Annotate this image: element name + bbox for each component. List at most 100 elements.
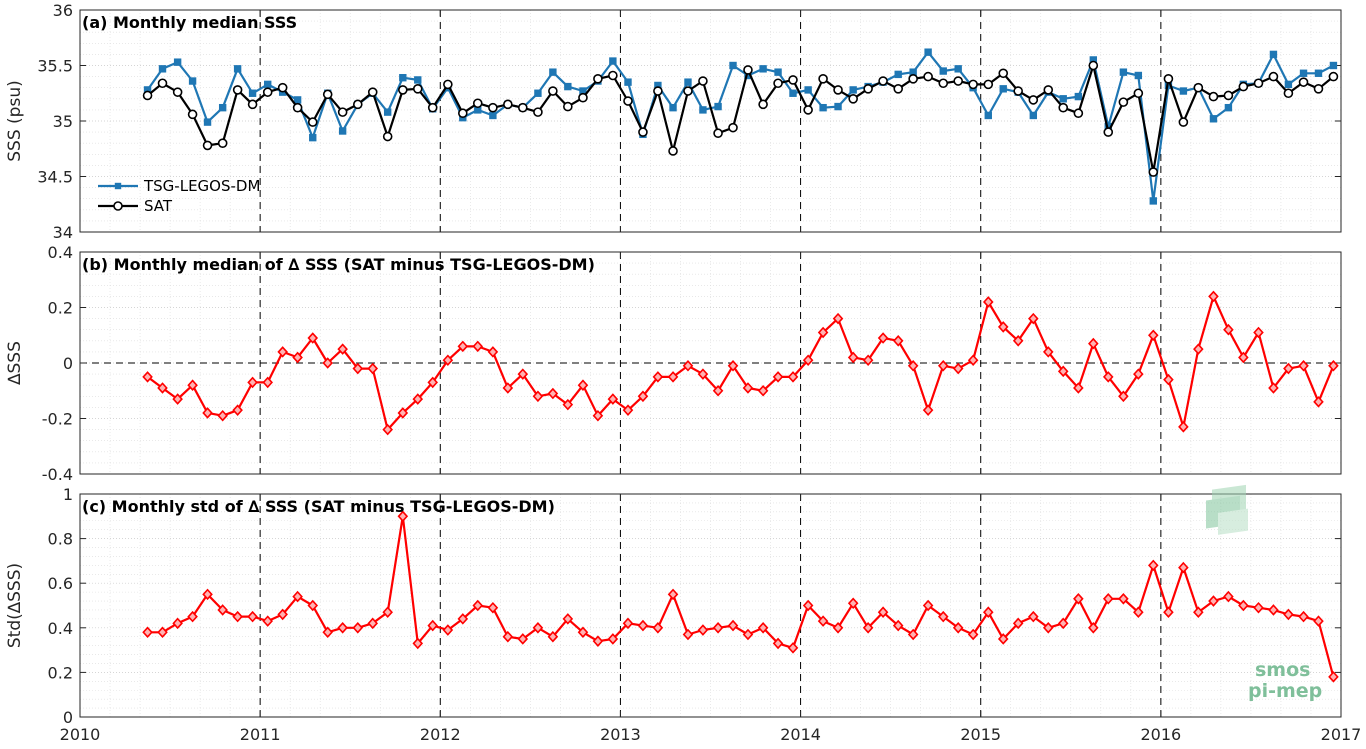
data-point bbox=[683, 86, 693, 96]
data-point bbox=[262, 615, 273, 627]
data-point bbox=[157, 626, 168, 639]
data-point bbox=[759, 65, 767, 73]
data-point bbox=[1208, 91, 1219, 102]
data-point bbox=[472, 599, 484, 612]
data-point bbox=[1313, 396, 1324, 408]
data-point bbox=[532, 390, 544, 403]
y-tick-label: 35.5 bbox=[37, 57, 73, 76]
data-point bbox=[772, 637, 784, 650]
data-point bbox=[548, 86, 558, 96]
data-point bbox=[1178, 117, 1189, 127]
data-point bbox=[264, 80, 272, 89]
data-point bbox=[577, 626, 589, 639]
data-point bbox=[697, 368, 709, 380]
data-point bbox=[367, 87, 378, 97]
data-point bbox=[309, 133, 317, 142]
data-point bbox=[1298, 77, 1309, 87]
y-tick-label: 0.8 bbox=[48, 530, 73, 549]
data-point bbox=[217, 409, 228, 422]
data-point bbox=[742, 382, 754, 394]
x-tick-label: 2016 bbox=[1140, 725, 1181, 744]
data-point bbox=[1268, 382, 1279, 394]
data-point bbox=[818, 74, 828, 84]
data-point bbox=[1224, 103, 1233, 112]
data-point bbox=[262, 87, 273, 97]
legend-label-sat: SAT bbox=[144, 197, 173, 215]
data-point bbox=[307, 332, 319, 344]
data-point bbox=[939, 67, 947, 75]
data-point bbox=[292, 351, 303, 364]
data-point bbox=[877, 332, 889, 344]
data-point bbox=[457, 340, 469, 353]
data-point bbox=[232, 85, 243, 95]
data-point bbox=[307, 117, 318, 127]
data-point bbox=[1148, 329, 1159, 342]
axes-box bbox=[79, 493, 1342, 718]
data-point bbox=[1163, 373, 1174, 386]
data-point bbox=[1059, 95, 1067, 103]
y-tick-label: 34 bbox=[53, 223, 73, 242]
data-point bbox=[877, 606, 889, 618]
data-point bbox=[592, 635, 604, 647]
y-tick-label: 36 bbox=[53, 1, 73, 20]
data-point bbox=[937, 610, 949, 623]
data-point bbox=[352, 362, 364, 375]
data-point bbox=[1328, 359, 1339, 372]
data-point bbox=[714, 102, 722, 111]
data-point bbox=[1013, 86, 1023, 96]
data-point bbox=[1193, 82, 1204, 93]
data-point bbox=[487, 601, 499, 614]
data-point bbox=[849, 86, 857, 94]
data-point bbox=[472, 98, 483, 109]
x-tick-label: 2017 bbox=[1321, 725, 1362, 744]
y-tick-label: 1 bbox=[63, 485, 73, 504]
data-point bbox=[1283, 362, 1294, 375]
data-point bbox=[997, 633, 1009, 645]
data-point bbox=[412, 84, 423, 94]
data-point bbox=[534, 89, 542, 97]
watermark-line2: pi-mep bbox=[1248, 680, 1322, 702]
data-point bbox=[652, 371, 664, 383]
data-point bbox=[923, 71, 933, 82]
data-point bbox=[862, 354, 874, 367]
data-point bbox=[1313, 84, 1324, 94]
data-point bbox=[804, 86, 812, 94]
data-point bbox=[1209, 115, 1218, 123]
watermark-line1: smos bbox=[1255, 659, 1310, 681]
data-point bbox=[352, 99, 363, 110]
data-point bbox=[427, 102, 438, 113]
data-point bbox=[1073, 382, 1084, 394]
data-point bbox=[367, 362, 379, 375]
data-point bbox=[757, 622, 769, 634]
data-point bbox=[187, 379, 198, 391]
data-point bbox=[337, 343, 348, 355]
data-point bbox=[1298, 610, 1309, 623]
x-tick-label: 2010 bbox=[60, 725, 101, 744]
data-point bbox=[414, 76, 422, 84]
data-point bbox=[908, 74, 918, 84]
data-point bbox=[322, 357, 333, 369]
data-point bbox=[1329, 61, 1338, 70]
data-point bbox=[848, 94, 858, 104]
data-point bbox=[802, 599, 814, 612]
data-point bbox=[1133, 606, 1144, 618]
data-point bbox=[277, 346, 288, 358]
panel-title: (b) Monthly median of ∆ SSS (SAT minus T… bbox=[82, 255, 595, 274]
data-point bbox=[682, 628, 694, 641]
data-point bbox=[172, 393, 183, 405]
data-point bbox=[172, 617, 183, 630]
data-point bbox=[1178, 421, 1189, 433]
data-point bbox=[983, 79, 994, 90]
data-point bbox=[1074, 92, 1083, 101]
data-point bbox=[999, 85, 1007, 93]
data-point bbox=[802, 354, 814, 367]
data-point bbox=[517, 633, 529, 645]
data-point bbox=[397, 407, 409, 419]
year-lines bbox=[259, 10, 1162, 232]
series-line bbox=[146, 295, 1335, 431]
data-point bbox=[638, 127, 648, 137]
panel-title: (a) Monthly median SSS bbox=[82, 13, 297, 32]
y-tick-label: 0 bbox=[63, 708, 73, 727]
data-point bbox=[729, 61, 737, 70]
y-tick-label: 0 bbox=[63, 354, 73, 373]
